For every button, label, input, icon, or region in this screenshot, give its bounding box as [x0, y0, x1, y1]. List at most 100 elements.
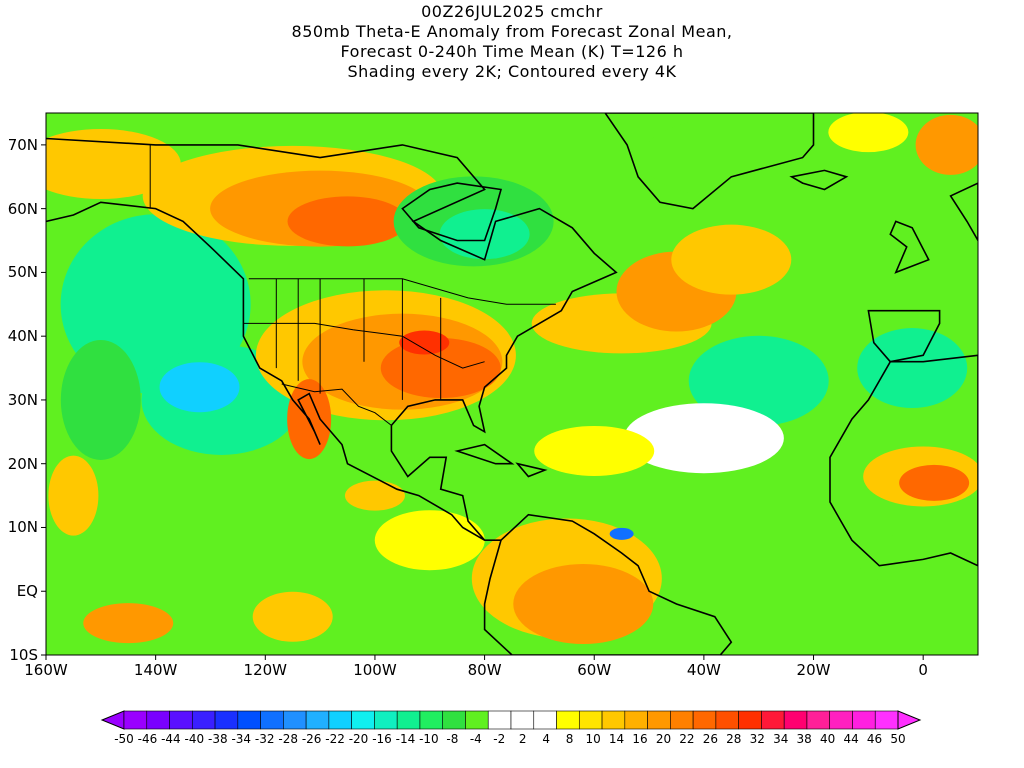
- field-patch: [159, 362, 240, 413]
- colorbar-label: 8: [565, 732, 574, 746]
- field-patch: [641, 117, 822, 198]
- field-patch: [48, 455, 99, 536]
- colorbar-label: 26: [702, 732, 718, 746]
- field-patch: [60, 339, 141, 460]
- colorbar-label: -46: [137, 732, 158, 746]
- colorbar-label: -50: [114, 732, 134, 746]
- field-patch: [374, 510, 485, 571]
- colorbar-swatch: [647, 710, 671, 730]
- colorbar-swatch: [237, 710, 261, 730]
- colorbar-swatch: [169, 710, 193, 730]
- y-tick-label: 30N: [7, 390, 38, 409]
- field-patch: [671, 224, 792, 295]
- x-tick-label: 40W: [686, 661, 721, 679]
- y-tick-label: 70N: [7, 135, 38, 154]
- coastline: [867, 309, 941, 363]
- field-patch: [399, 330, 450, 355]
- coastline: [483, 513, 733, 655]
- field-patch: [83, 603, 174, 644]
- anomaly-shading: [46, 113, 978, 655]
- colorbar-swatch: [328, 710, 352, 730]
- coastline: [789, 169, 849, 191]
- plot-frame: [45, 112, 979, 656]
- colorbar-swatch: [874, 710, 899, 730]
- colorbar-swatch: [715, 710, 739, 730]
- colorbar: [100, 710, 922, 730]
- coastline: [829, 354, 978, 567]
- y-tick-label: 50N: [7, 263, 38, 282]
- field-patch: [513, 563, 654, 644]
- colorbar-swatch: [738, 710, 762, 730]
- field-patch: [46, 129, 181, 200]
- colorbar-label: 14: [608, 732, 625, 746]
- x-tick-label: 120W: [243, 661, 288, 679]
- y-tick-label: 60N: [7, 199, 38, 218]
- coastline: [949, 182, 978, 243]
- colorbar-swatch: [191, 710, 216, 730]
- coastline: [889, 220, 930, 274]
- colorbar-label: -14: [395, 732, 416, 746]
- colorbar-right-arrow: [897, 710, 922, 730]
- field-patch: [828, 113, 909, 153]
- colorbar-swatch: [374, 710, 398, 730]
- field-patch: [609, 527, 634, 540]
- colorbar-swatch: [852, 710, 876, 730]
- colorbar-label: 16: [632, 732, 648, 746]
- colorbar-label: -26: [301, 732, 322, 746]
- y-tick-label: EQ: [16, 582, 38, 601]
- colorbar-swatch: [624, 710, 648, 730]
- colorbar-swatch: [260, 710, 284, 730]
- coastline: [401, 182, 503, 242]
- y-tick-label: 10N: [7, 518, 38, 537]
- coastline: [515, 462, 548, 478]
- colorbar-label: 50: [890, 732, 906, 746]
- title-line-1: 00Z26JUL2025 cmchr: [421, 2, 603, 21]
- colorbar-swatch: [601, 710, 626, 730]
- x-tick-label: 80W: [467, 661, 502, 679]
- x-tick-label: 160W: [24, 661, 68, 679]
- x-tick-label: 60W: [577, 661, 612, 679]
- colorbar-label: 38: [796, 732, 812, 746]
- colorbar-swatch: [146, 710, 170, 730]
- colorbar-left-arrow: [100, 710, 125, 730]
- colorbar-swatch: [670, 710, 694, 730]
- x-tick-label: 0: [918, 661, 928, 679]
- colorbar-swatch: [692, 710, 717, 730]
- colorbar-swatch: [419, 710, 444, 730]
- field-patch: [252, 591, 333, 642]
- field-patch: [439, 209, 530, 260]
- colorbar-label: -44: [161, 732, 181, 746]
- x-tick-label: 140W: [133, 661, 178, 679]
- colorbar-swatch: [533, 710, 557, 730]
- y-tick-label: 20N: [7, 454, 38, 473]
- field-patch: [856, 534, 957, 585]
- colorbar-label: 28: [726, 732, 742, 746]
- colorbar-label: -32: [254, 732, 275, 746]
- colorbar-swatch: [578, 710, 603, 730]
- colorbar-label: 34: [773, 732, 789, 746]
- coastlines: [46, 113, 978, 655]
- field-patch: [534, 425, 655, 476]
- colorbar-label: 10: [585, 732, 601, 746]
- colorbar-label: 22: [679, 732, 695, 746]
- political-border: [281, 383, 392, 426]
- field-patch: [857, 328, 968, 409]
- colorbar-label: -34: [231, 732, 252, 746]
- colorbar-label: -40: [184, 732, 205, 746]
- colorbar-label: -2: [493, 732, 506, 746]
- field-patch: [915, 114, 978, 175]
- colorbar-label: 40: [819, 732, 836, 746]
- y-tick-label: 40N: [7, 327, 38, 346]
- colorbar-label: 2: [518, 732, 527, 746]
- field-patch: [344, 480, 405, 511]
- colorbar-label: 44: [843, 732, 859, 746]
- colorbar-label: -38: [208, 732, 228, 746]
- colorbar-swatch: [783, 710, 808, 730]
- colorbar-label: -28: [278, 732, 298, 746]
- colorbar-swatch: [123, 710, 148, 730]
- colorbar-label: 32: [749, 732, 765, 746]
- colorbar-label: -22: [325, 732, 345, 746]
- coastline: [454, 443, 515, 465]
- field-patch: [899, 464, 970, 501]
